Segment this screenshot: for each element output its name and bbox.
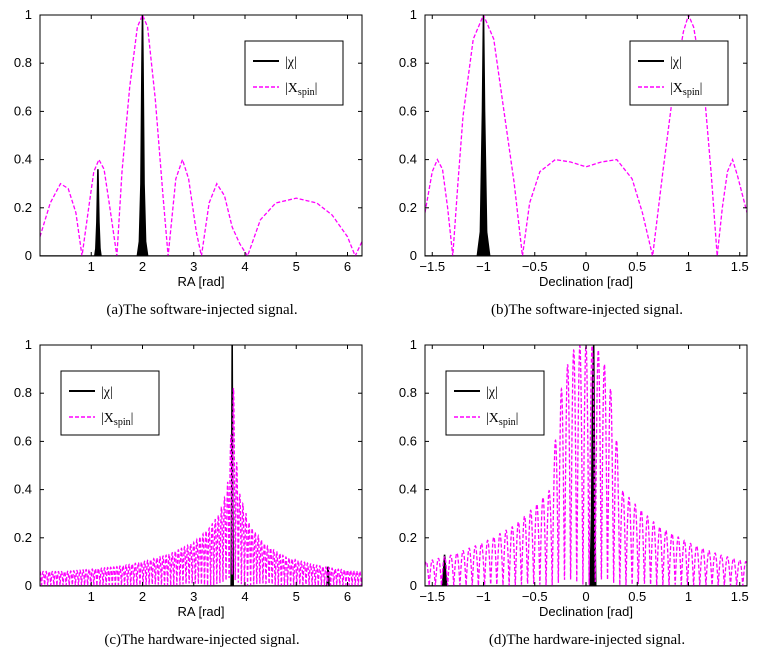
x-tick-label: 1.5 <box>731 259 749 274</box>
y-tick-label: 0.6 <box>399 103 417 118</box>
legend: |χ| |Xspin| <box>445 370 545 436</box>
y-tick-label: 0.2 <box>14 200 32 215</box>
legend-label-chi: |χ| <box>670 55 682 70</box>
y-tick-label: 1 <box>410 7 417 22</box>
series-line-1 <box>425 345 747 586</box>
chart-b: −1.5 −1 −0.5 0 0.5 1 1.5 0 0.2 0.4 0.6 0.8 1 Declinat… <box>399 7 749 289</box>
legend: |χ| |Xspin| <box>244 40 344 106</box>
y-tick-label: 0.6 <box>14 433 32 448</box>
x-tick-label: 2 <box>139 589 146 604</box>
series-line-1 <box>425 15 747 256</box>
x-tick-label: 0 <box>582 589 589 604</box>
x-tick-label: 1 <box>88 259 95 274</box>
legend-label-xspin: |Xspin| <box>486 411 518 428</box>
x-tick-label: −1.5 <box>419 589 445 604</box>
panel-a: 1 2 3 4 5 6 0 0.2 0.4 0.6 0.8 1 RA [rad] |χ| |Xspin| <box>0 0 384 290</box>
legend-label-xspin: |Xspin| <box>285 81 317 98</box>
y-tick-label: 0.8 <box>399 385 417 400</box>
chart-c: 1 2 3 4 5 6 0 0.2 0.4 0.6 0.8 1 RA [rad] |χ| |Xspin| <box>14 337 363 619</box>
y-tick-label: 0.6 <box>14 103 32 118</box>
x-axis-title: RA [rad] <box>178 274 225 289</box>
x-tick-label: 2 <box>139 259 146 274</box>
x-tick-label: 3 <box>190 259 197 274</box>
x-tick-label: 1 <box>685 589 692 604</box>
legend-box <box>60 370 160 436</box>
y-tick-label: 0 <box>410 248 417 263</box>
legend-label-chi: |χ| <box>285 55 297 70</box>
y-tick-label: 0 <box>25 248 32 263</box>
panel-d: −1.5 −1 −0.5 0 0.5 1 1.5 0 0.2 0.4 0.6 0.8 1 Declinat… <box>385 330 769 620</box>
y-tick-label: 0.8 <box>399 55 417 70</box>
x-axis-title: Declination [rad] <box>539 604 633 619</box>
plot-area <box>40 345 362 586</box>
x-tick-label: 6 <box>344 589 351 604</box>
x-tick-label: 1 <box>685 259 692 274</box>
series-line-0 <box>425 345 747 586</box>
plot-area <box>40 15 362 256</box>
y-tick-label: 0.8 <box>14 55 32 70</box>
y-tick-label: 0 <box>25 578 32 593</box>
series-line-0 <box>425 15 747 256</box>
legend-box <box>629 40 729 106</box>
y-tick-label: 1 <box>25 7 32 22</box>
plot-area <box>425 345 747 586</box>
y-tick-label: 0.4 <box>399 482 417 497</box>
chart-d: −1.5 −1 −0.5 0 0.5 1 1.5 0 0.2 0.4 0.6 0.8 1 Declinat… <box>399 337 749 619</box>
y-tick-label: 0.2 <box>399 200 417 215</box>
x-tick-label: −1.5 <box>419 259 445 274</box>
x-tick-label: 5 <box>293 259 300 274</box>
legend-box <box>445 370 545 436</box>
y-tick-label: 0.4 <box>399 152 417 167</box>
legend: |χ| |Xspin| <box>629 40 729 106</box>
legend-label-xspin: |Xspin| <box>101 411 133 428</box>
legend-label-chi: |χ| <box>101 385 113 400</box>
series-line-0 <box>40 345 362 586</box>
legend-box <box>244 40 344 106</box>
x-tick-label: 0.5 <box>628 589 646 604</box>
caption-d: (d)The hardware-injected signal. <box>488 632 686 648</box>
x-tick-label: −0.5 <box>522 259 548 274</box>
caption-a: (a)The software-injected signal. <box>106 302 298 318</box>
x-axis-title: RA [rad] <box>178 604 225 619</box>
y-tick-label: 0.4 <box>14 482 32 497</box>
caption-c: (c)The hardware-injected signal. <box>104 632 300 648</box>
y-tick-label: 1 <box>25 337 32 352</box>
legend-label-chi: |χ| <box>486 385 498 400</box>
y-tick-label: 0.2 <box>399 530 417 545</box>
x-tick-label: −1 <box>476 259 491 274</box>
x-tick-label: 0 <box>582 259 589 274</box>
x-tick-label: 1.5 <box>731 589 749 604</box>
plot-frame <box>39 14 363 257</box>
y-tick-label: 0.4 <box>14 152 32 167</box>
legend-label-xspin: |Xspin| <box>670 81 702 98</box>
x-tick-label: 5 <box>293 589 300 604</box>
x-tick-label: 1 <box>88 589 95 604</box>
y-tick-label: 1 <box>410 337 417 352</box>
x-tick-label: −1 <box>476 589 491 604</box>
chart-a: 1 2 3 4 5 6 0 0.2 0.4 0.6 0.8 1 RA [rad] |χ| |Xspin| <box>14 7 363 289</box>
x-tick-label: 6 <box>344 259 351 274</box>
x-tick-label: 4 <box>241 589 248 604</box>
x-axis-title: Declination [rad] <box>539 274 633 289</box>
x-tick-label: 0.5 <box>628 259 646 274</box>
series-line-1 <box>40 15 362 256</box>
x-tick-label: 4 <box>241 259 248 274</box>
plot-area <box>425 15 747 256</box>
panel-b: −1.5 −1 −0.5 0 0.5 1 1.5 0 0.2 0.4 0.6 0.8 1 Declinat… <box>385 0 769 290</box>
series-line-0 <box>40 15 362 256</box>
legend: |χ| |Xspin| <box>60 370 160 436</box>
y-tick-label: 0.6 <box>399 433 417 448</box>
y-tick-label: 0 <box>410 578 417 593</box>
panel-c: 1 2 3 4 5 6 0 0.2 0.4 0.6 0.8 1 RA [rad] |χ| |Xspin| <box>0 330 384 620</box>
plot-frame <box>39 344 363 587</box>
x-tick-label: −0.5 <box>522 589 548 604</box>
y-tick-label: 0.8 <box>14 385 32 400</box>
series-line-1 <box>40 387 362 586</box>
caption-b: (b)The software-injected signal. <box>490 302 683 318</box>
x-tick-label: 3 <box>190 589 197 604</box>
y-tick-label: 0.2 <box>14 530 32 545</box>
